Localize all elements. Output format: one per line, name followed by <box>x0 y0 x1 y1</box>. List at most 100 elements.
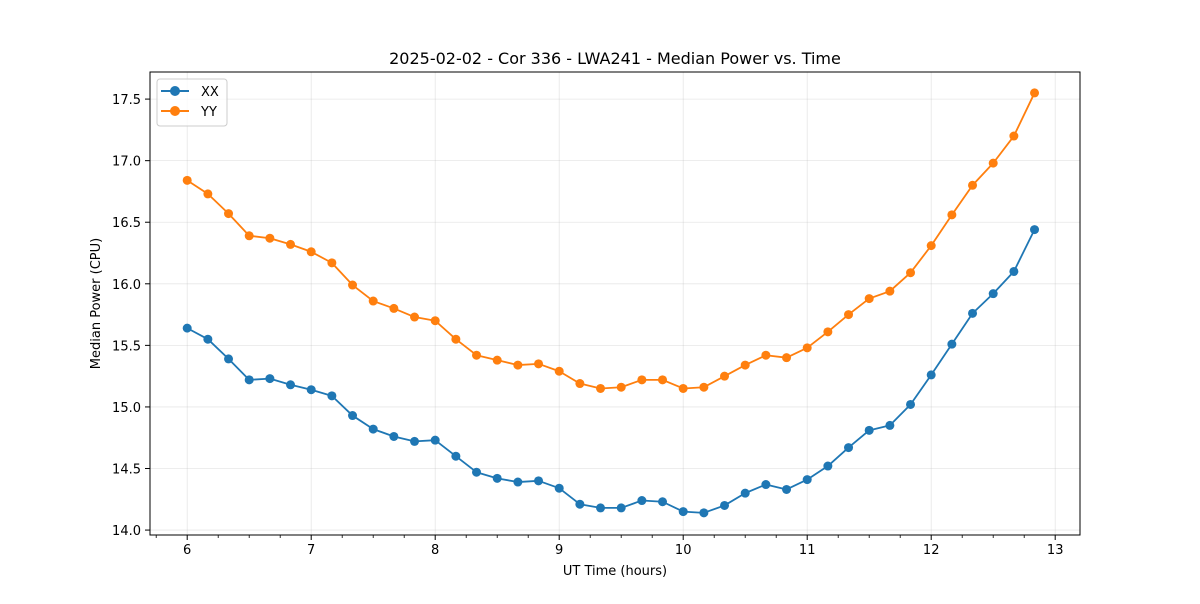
data-point-yy <box>534 359 544 369</box>
data-point-yy <box>1009 131 1019 141</box>
data-point-xx <box>823 461 833 471</box>
x-axis-label: UT Time (hours) <box>563 564 667 579</box>
x-tick-label: 10 <box>675 543 692 558</box>
data-point-xx <box>637 496 647 506</box>
data-point-yy <box>513 360 523 370</box>
data-point-xx <box>451 451 461 461</box>
legend-marker-yy <box>170 106 180 116</box>
data-point-xx <box>348 411 358 421</box>
data-point-yy <box>368 296 378 306</box>
data-point-xx <box>988 289 998 299</box>
x-tick-label: 6 <box>183 543 191 558</box>
data-point-xx <box>430 435 440 445</box>
data-point-yy <box>844 310 854 320</box>
data-point-yy <box>451 334 461 344</box>
data-point-yy <box>740 360 750 370</box>
data-point-xx <box>492 473 502 483</box>
data-point-xx <box>306 385 316 395</box>
data-point-yy <box>678 383 688 393</box>
data-point-yy <box>988 158 998 168</box>
data-point-yy <box>244 231 254 241</box>
data-point-xx <box>761 480 771 490</box>
data-point-yy <box>802 343 812 353</box>
data-point-yy <box>968 180 978 190</box>
data-point-xx <box>534 476 544 486</box>
data-point-yy <box>926 241 936 251</box>
x-tick-label: 7 <box>307 543 315 558</box>
data-point-yy <box>224 209 234 219</box>
data-point-xx <box>265 374 275 384</box>
data-point-xx <box>182 323 192 333</box>
x-tick-label: 11 <box>799 543 816 558</box>
data-point-xx <box>658 497 668 507</box>
data-point-yy <box>182 175 192 185</box>
data-point-yy <box>782 353 792 363</box>
y-tick-label: 17.0 <box>112 155 141 170</box>
grid <box>150 72 1080 535</box>
data-point-yy <box>286 239 296 249</box>
series-layer <box>182 88 1040 518</box>
data-point-xx <box>286 380 296 390</box>
data-point-xx <box>782 484 792 494</box>
data-point-xx <box>575 499 585 509</box>
y-tick-label: 14.0 <box>112 524 141 539</box>
data-point-xx <box>947 339 957 349</box>
data-point-yy <box>947 210 957 220</box>
data-point-xx <box>368 424 378 434</box>
data-point-xx <box>244 375 254 385</box>
data-point-xx <box>554 483 564 493</box>
data-point-yy <box>720 371 730 381</box>
y-tick-label: 16.5 <box>112 216 141 231</box>
axis-ticks: 6 7 8 9 10 11 12 13 14.0 14.5 15.0 15.5 16.0 16.5 17.0… <box>112 93 1063 558</box>
legend-marker-xx <box>170 86 180 96</box>
legend: XX YY <box>156 78 228 127</box>
data-point-xx <box>1009 266 1019 276</box>
data-point-yy <box>554 366 564 376</box>
data-point-yy <box>761 350 771 360</box>
plot-area-frame <box>149 71 1081 536</box>
data-point-xx <box>864 425 874 435</box>
data-point-xx <box>844 443 854 453</box>
legend-label-xx: XX <box>201 85 219 100</box>
y-tick-label: 14.5 <box>112 463 141 478</box>
data-point-xx <box>699 508 709 518</box>
x-tick-label: 12 <box>923 543 940 558</box>
x-tick-label: 13 <box>1047 543 1064 558</box>
data-point-xx <box>968 308 978 318</box>
data-point-xx <box>678 507 688 517</box>
data-point-yy <box>327 258 337 268</box>
data-point-xx <box>596 503 606 513</box>
legend-label-yy: YY <box>200 105 217 120</box>
data-point-xx <box>327 391 337 401</box>
data-point-yy <box>430 316 440 326</box>
x-tick-label: 9 <box>555 543 563 558</box>
data-point-xx <box>224 354 234 364</box>
y-tick-label: 17.5 <box>112 93 141 108</box>
y-tick-label: 15.0 <box>112 401 141 416</box>
data-point-xx <box>926 370 936 380</box>
data-point-yy <box>265 233 275 243</box>
chart-title: 2025-02-02 - Cor 336 - LWA241 - Median P… <box>389 49 841 68</box>
data-point-yy <box>492 355 502 365</box>
y-axis-label: Median Power (CPU) <box>89 238 104 369</box>
y-tick-label: 16.0 <box>112 278 141 293</box>
data-point-yy <box>306 247 316 257</box>
data-point-yy <box>1030 88 1040 98</box>
data-point-yy <box>596 383 606 393</box>
data-point-xx <box>389 431 399 441</box>
data-point-xx <box>203 334 213 344</box>
data-point-yy <box>203 189 213 199</box>
data-point-yy <box>906 268 916 278</box>
data-point-xx <box>410 436 420 446</box>
data-point-xx <box>513 477 523 487</box>
data-point-xx <box>906 399 916 409</box>
data-point-xx <box>720 500 730 510</box>
data-point-xx <box>802 475 812 485</box>
data-point-yy <box>575 379 585 389</box>
data-point-xx <box>472 467 482 477</box>
data-point-yy <box>472 350 482 360</box>
data-point-yy <box>348 280 358 290</box>
data-point-yy <box>864 294 874 304</box>
data-point-yy <box>699 382 709 392</box>
